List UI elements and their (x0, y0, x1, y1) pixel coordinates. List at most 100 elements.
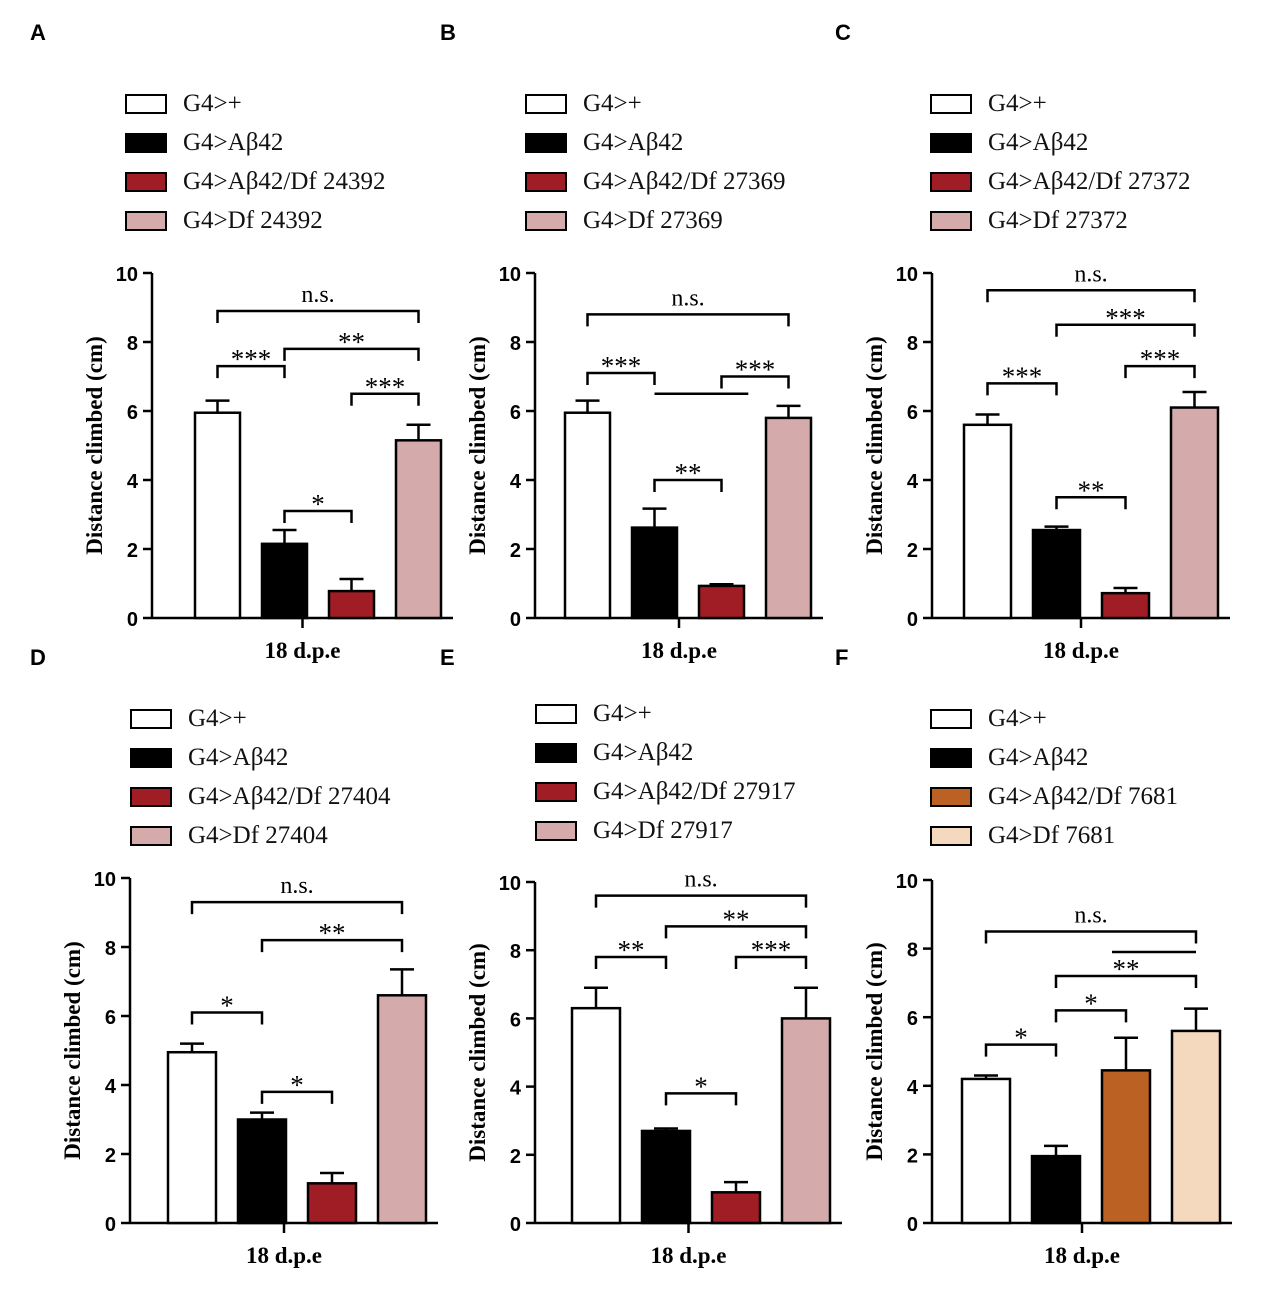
legend-item: G4>Aβ42/Df 27372 (930, 168, 1260, 198)
bracket-line (653, 478, 723, 492)
significance-label: ** (723, 904, 750, 934)
y-tick-label: 10 (896, 264, 918, 286)
bar (1100, 591, 1151, 620)
legend-label: G4>Aβ42 (583, 129, 684, 156)
y-tick-label: 4 (510, 1078, 522, 1100)
y-tick-label: 10 (499, 264, 521, 286)
y-tick-label: 6 (907, 1008, 918, 1030)
bar (166, 1050, 218, 1225)
significance-label: * (290, 1070, 304, 1100)
x-axis-label: 18 d.p.e (1043, 638, 1119, 663)
bracket-line (260, 938, 404, 953)
panel-b: B G4>+ G4>Aβ42 G4>Aβ42/Df 27369 G4>Df 27369 0… (440, 20, 840, 663)
bracket-line (260, 1090, 334, 1104)
legend-swatch (535, 704, 577, 724)
bar (260, 542, 309, 620)
y-tick-label: 0 (510, 1214, 521, 1236)
legend-label: G4>+ (188, 705, 247, 732)
significance-bracket: *** (986, 361, 1058, 396)
y-tick-label: 6 (510, 1009, 521, 1031)
bar (1100, 1069, 1152, 1225)
significance-label: *** (1105, 303, 1146, 333)
legend-swatch (130, 826, 172, 846)
legend-label: G4>Aβ42/Df 27372 (988, 168, 1191, 195)
legend-item: G4>Aβ42 (930, 744, 1260, 774)
legend-item: G4>Aβ42/Df 24392 (125, 168, 455, 198)
legend-swatch (930, 748, 972, 768)
panel-a: A G4>+ G4>Aβ42 G4>Aβ42/Df 24392 G4>Df 24392 0… (30, 20, 453, 663)
y-tick-label: 8 (907, 333, 918, 355)
y-tick-label: 10 (896, 871, 918, 893)
bar (710, 1191, 762, 1225)
bracket-line (984, 1043, 1058, 1057)
legend-label: G4>+ (988, 705, 1047, 732)
legend-label: G4>+ (988, 90, 1047, 117)
significance-bracket: *** (216, 344, 286, 379)
bar (394, 439, 443, 620)
legend-item: G4>+ (130, 705, 460, 735)
legend-item: G4>Aβ42 (130, 744, 460, 774)
y-axis-label: Distance climbed (cm) (862, 336, 887, 554)
legend-item: G4>Aβ42/Df 27404 (130, 783, 460, 813)
bracket-line (216, 309, 420, 323)
y-tick-label: 0 (105, 1214, 116, 1236)
y-tick-label: 0 (907, 1214, 918, 1236)
legend-item: G4>Aβ42/Df 27369 (525, 168, 855, 198)
legend-item: G4>Aβ42 (525, 129, 855, 159)
significance-bracket: * (190, 991, 264, 1025)
legend-swatch (125, 133, 167, 153)
significance-label: * (220, 991, 234, 1021)
y-axis-label: Distance climbed (cm) (862, 942, 887, 1160)
legend-label: G4>Aβ42/Df 24392 (183, 168, 386, 195)
significance-label: n.s. (1074, 261, 1107, 287)
legend-swatch (535, 821, 577, 841)
bar (563, 411, 612, 620)
y-tick-label: 2 (907, 540, 918, 562)
bar (960, 1077, 1012, 1225)
legend-item: G4>Df 7681 (930, 822, 1260, 852)
legend-swatch (525, 172, 567, 192)
y-tick-label: 8 (510, 941, 521, 963)
bar (327, 589, 376, 620)
legend-label: G4>Df 27404 (188, 822, 328, 849)
significance-label: ** (675, 458, 702, 488)
legend-label: G4>Df 27372 (988, 207, 1128, 234)
legend-swatch (930, 133, 972, 153)
legend-swatch (125, 172, 167, 192)
y-tick-label: 2 (510, 540, 521, 562)
legend-item: G4>+ (930, 705, 1260, 735)
bracket-line (1055, 323, 1196, 337)
panel-letter: A (30, 20, 46, 45)
y-tick-label: 4 (510, 471, 522, 493)
bracket-line (720, 375, 790, 389)
legend-swatch (930, 94, 972, 114)
y-tick-label: 8 (907, 940, 918, 962)
bracket-line (190, 900, 404, 915)
legend-swatch (930, 787, 972, 807)
significance-bracket: *** (1055, 303, 1196, 337)
bracket-line (283, 509, 353, 524)
significance-bracket: n.s. (594, 867, 808, 908)
legend-label: G4>Df 27917 (593, 817, 733, 844)
significance-bracket: *** (1124, 344, 1196, 379)
bracket-line (1054, 974, 1198, 989)
legend-item: G4>Aβ42/Df 27917 (535, 778, 865, 808)
bracket-line (664, 1092, 738, 1106)
significance-bracket: n.s. (190, 873, 404, 915)
legend-swatch (930, 709, 972, 729)
significance-label: n.s. (671, 285, 704, 311)
y-axis-label: Distance climbed (cm) (60, 941, 85, 1159)
panel-letter: B (440, 20, 456, 45)
bracket-line (1054, 1009, 1128, 1023)
legend-swatch (125, 94, 167, 114)
x-axis-label: 18 d.p.e (641, 638, 717, 663)
y-tick-label: 4 (105, 1076, 117, 1098)
legend-swatch (535, 782, 577, 802)
y-tick-label: 2 (127, 540, 138, 562)
y-tick-label: 4 (907, 1077, 919, 1099)
panel-f: F G4>+ G4>Aβ42 G4>Aβ42/Df 7681 G4>Df 7681 0 2 4… (835, 645, 1235, 1285)
significance-bracket: ** (260, 918, 404, 953)
